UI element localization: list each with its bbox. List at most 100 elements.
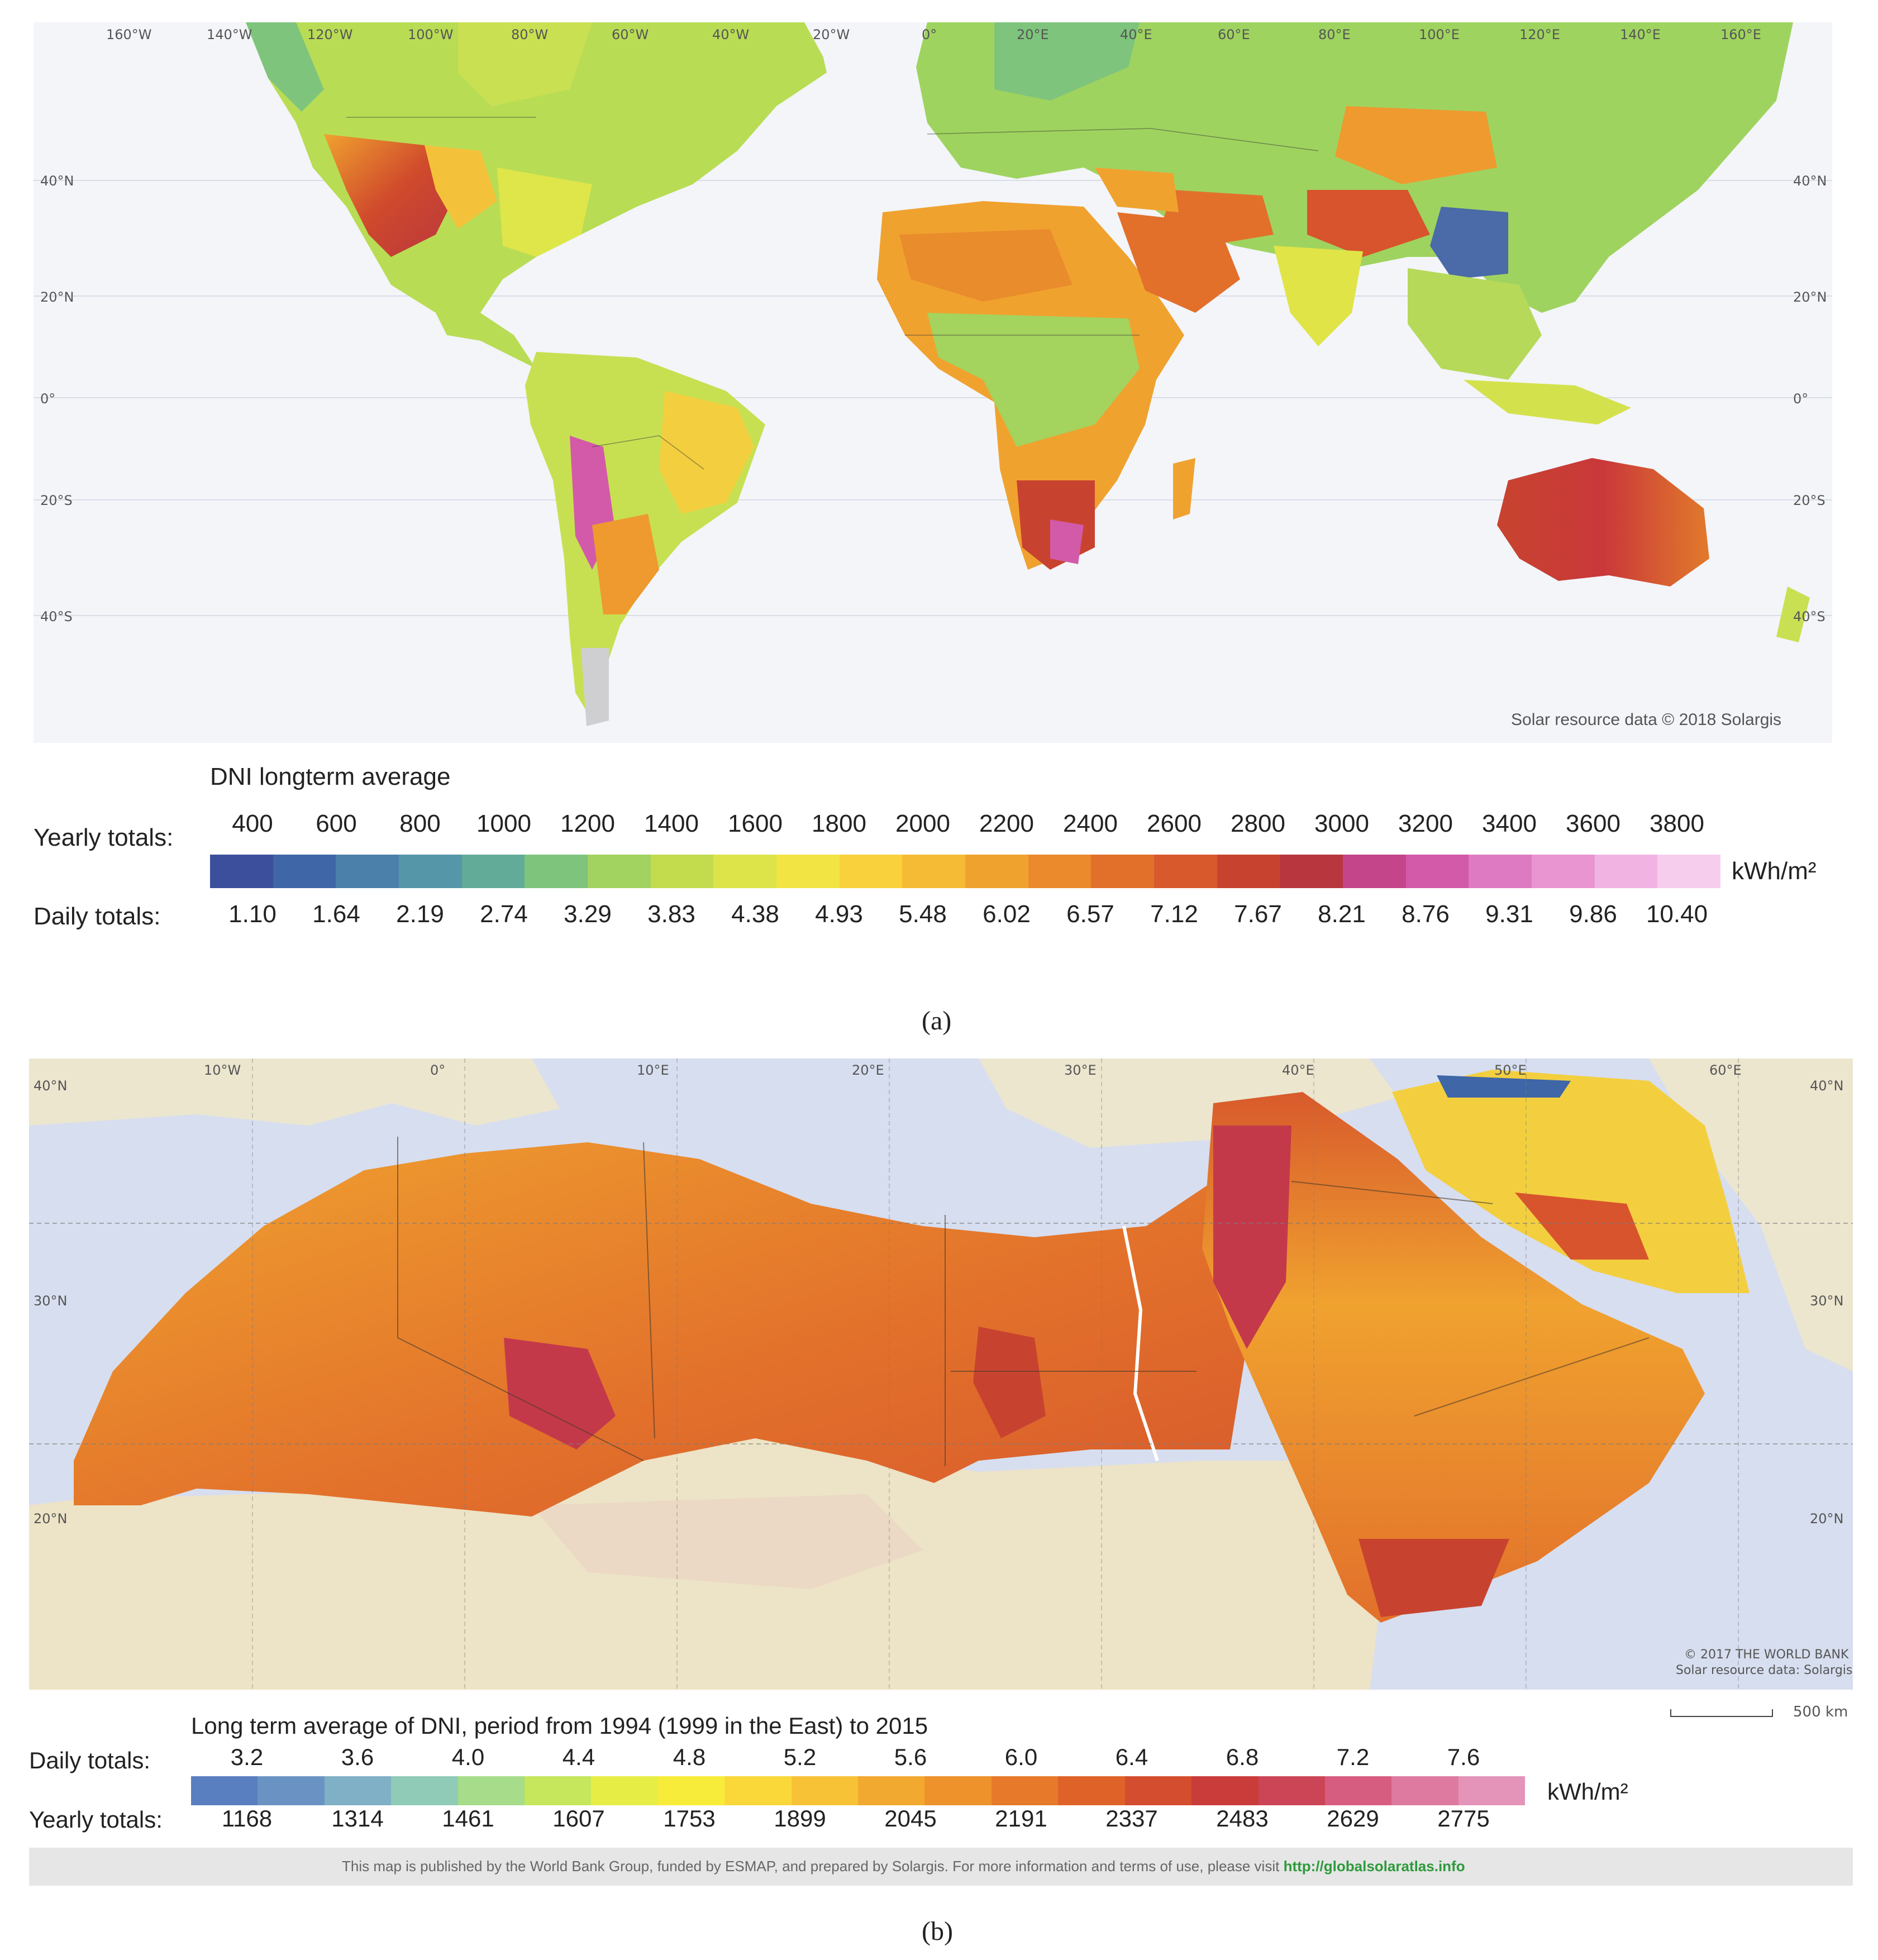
color-swatch	[657, 1776, 725, 1805]
color-swatch	[273, 855, 336, 888]
color-swatch	[191, 1776, 258, 1805]
legend-value: 3400	[1482, 810, 1537, 837]
lon-label: 140°W	[207, 27, 252, 42]
lat-label-left: 40°N	[40, 173, 74, 189]
legend-value: 6.02	[983, 900, 1031, 928]
legend-value: 3.29	[564, 900, 612, 928]
lon-label: 160°W	[106, 27, 152, 42]
lon-label: 50°E	[1494, 1062, 1527, 1078]
legend-value: 6.4	[1115, 1744, 1148, 1770]
legend-value: 7.6	[1447, 1744, 1480, 1770]
legend-value: 4.8	[673, 1744, 706, 1770]
footer-note: This map is published by the World Bank …	[342, 1858, 1465, 1875]
legend-value: 3600	[1566, 810, 1620, 837]
legend-value: 2775	[1437, 1805, 1490, 1832]
color-swatch	[1028, 855, 1091, 888]
color-swatch	[1258, 1776, 1325, 1805]
lat-label-left: 0°	[40, 391, 56, 407]
lon-label: 40°E	[1120, 27, 1152, 42]
color-swatch	[1217, 855, 1280, 888]
legend-value: 5.6	[894, 1744, 927, 1770]
legend-value: 6.57	[1066, 900, 1114, 928]
legend-value: 2045	[884, 1805, 937, 1832]
lat-label-left: 20°N	[34, 1511, 68, 1527]
lon-label: 120°E	[1519, 27, 1560, 42]
legend-value: 9.86	[1569, 900, 1617, 928]
lon-label: 30°E	[1064, 1062, 1097, 1078]
color-swatch	[1469, 855, 1532, 888]
legend-value: 1000	[476, 810, 531, 837]
lon-label: 100°E	[1419, 27, 1460, 42]
color-swatch	[1154, 855, 1217, 888]
color-swatch	[1458, 1776, 1526, 1805]
color-scale-bar	[191, 1776, 1526, 1805]
unit-label: kWh/m²	[1732, 857, 1817, 885]
color-swatch	[924, 1776, 992, 1805]
lat-label-left: 20°S	[40, 493, 73, 508]
australia-landmass	[1497, 458, 1709, 586]
legend-value: 2483	[1216, 1805, 1269, 1832]
color-swatch	[1124, 1776, 1192, 1805]
color-swatch	[1405, 855, 1469, 888]
color-scale-bar	[210, 855, 1721, 888]
lon-label: 80°W	[511, 27, 549, 42]
legend-value: 2000	[895, 810, 950, 837]
daily-totals-label: Daily totals:	[34, 903, 161, 930]
lon-label: 20°E	[1017, 27, 1049, 42]
legend-value: 2400	[1063, 810, 1118, 837]
lat-label-right: 40°N	[1793, 173, 1827, 189]
lat-label-left: 30°N	[34, 1293, 68, 1309]
yearly-totals-label: Yearly totals:	[29, 1806, 163, 1833]
legend-value: 1461	[442, 1805, 494, 1832]
lon-label: 20°W	[813, 27, 850, 42]
lon-label: 40°E	[1282, 1062, 1314, 1078]
legend-value: 3.2	[230, 1744, 264, 1770]
color-swatch	[1594, 855, 1658, 888]
lat-label-right: 0°	[1793, 391, 1809, 407]
color-swatch	[1391, 1776, 1458, 1805]
lon-label: 0°	[922, 27, 937, 42]
map-credit-line1: © 2017 THE WORLD BANK	[1684, 1648, 1849, 1662]
color-swatch	[525, 855, 588, 888]
world-dni-map	[34, 22, 1832, 743]
legend-value: 3800	[1650, 810, 1704, 837]
legend-value: 1200	[560, 810, 615, 837]
legend-value: 2629	[1327, 1805, 1379, 1832]
legend-value: 2191	[995, 1805, 1047, 1832]
legend-value: 5.48	[899, 900, 947, 928]
legend-value: 4.93	[815, 900, 863, 928]
legend-value: 5.2	[783, 1744, 817, 1770]
lon-label: 60°E	[1218, 27, 1250, 42]
legend-value: 7.2	[1336, 1744, 1370, 1770]
lon-label: 120°W	[307, 27, 353, 42]
lat-label-left: 40°S	[40, 609, 73, 624]
lat-label-right: 40°N	[1810, 1078, 1844, 1094]
lon-label: 80°E	[1318, 27, 1351, 42]
lat-label-right: 20°S	[1793, 493, 1825, 508]
color-swatch	[336, 855, 399, 888]
lon-label: 20°E	[852, 1062, 884, 1078]
legend-value: 1899	[774, 1805, 826, 1832]
color-swatch	[457, 1776, 525, 1805]
legend-title: Long term average of DNI, period from 19…	[191, 1713, 928, 1739]
lon-label: 60°W	[612, 27, 649, 42]
atlas-link[interactable]: http://globalsolaratlas.info	[1283, 1858, 1465, 1875]
color-swatch	[258, 1776, 325, 1805]
legend-value: 4.38	[731, 900, 779, 928]
legend-value: 8.76	[1402, 900, 1450, 928]
color-swatch	[713, 855, 777, 888]
legend-value: 3200	[1398, 810, 1453, 837]
legend-value: 8.21	[1318, 900, 1366, 928]
color-swatch	[902, 855, 966, 888]
color-swatch	[724, 1776, 792, 1805]
north-africa-landmass	[74, 1142, 1258, 1517]
legend-value: 1168	[221, 1805, 273, 1832]
color-swatch	[399, 855, 462, 888]
scale-bar	[1670, 1709, 1773, 1717]
legend-value: 1600	[728, 810, 783, 837]
legend-value: 2.19	[396, 900, 444, 928]
lon-label: 160°E	[1720, 27, 1761, 42]
mena-dni-map	[29, 1058, 1853, 1690]
legend-value: 2600	[1147, 810, 1202, 837]
lat-label-right: 30°N	[1810, 1293, 1844, 1309]
